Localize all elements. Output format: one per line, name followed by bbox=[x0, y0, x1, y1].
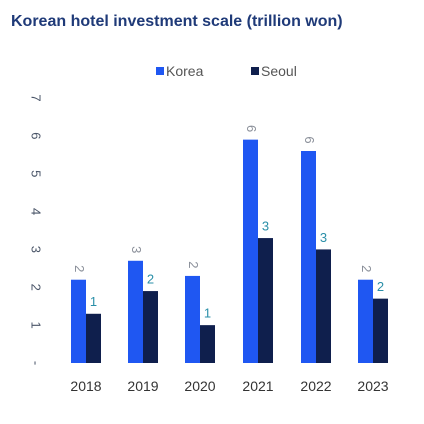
value-label-korea-2020: 2 bbox=[186, 261, 201, 268]
y-tick-label: 7 bbox=[29, 94, 44, 101]
x-tick-label-2019: 2019 bbox=[127, 378, 158, 394]
bar-korea-2021 bbox=[243, 139, 258, 363]
y-tick-label: 5 bbox=[29, 170, 44, 177]
bar-seoul-2018 bbox=[86, 313, 101, 363]
x-tick-label-2021: 2021 bbox=[242, 378, 273, 394]
bar-seoul-2019 bbox=[143, 291, 158, 363]
value-label-seoul-2020: 1 bbox=[204, 306, 211, 321]
x-tick-label-2018: 2018 bbox=[70, 378, 101, 394]
bar-korea-2018 bbox=[71, 279, 86, 363]
y-tick-label: - bbox=[29, 361, 44, 365]
x-tick-label-2020: 2020 bbox=[184, 378, 215, 394]
legend-label-korea: Korea bbox=[166, 63, 204, 79]
value-label-seoul-2019: 2 bbox=[147, 272, 154, 287]
bar-korea-2023 bbox=[358, 279, 373, 363]
y-tick-label: 2 bbox=[29, 284, 44, 291]
value-label-korea-2018: 2 bbox=[72, 265, 87, 272]
legend-swatch-seoul bbox=[251, 67, 259, 75]
value-label-seoul-2022: 3 bbox=[320, 230, 327, 245]
bar-korea-2019 bbox=[128, 260, 143, 363]
value-label-seoul-2023: 2 bbox=[377, 279, 384, 294]
bar-seoul-2021 bbox=[258, 238, 273, 363]
y-tick-label: 3 bbox=[29, 246, 44, 253]
value-label-seoul-2021: 3 bbox=[262, 219, 269, 234]
legend-label-seoul: Seoul bbox=[261, 63, 297, 79]
chart-title: Korean hotel investment scale (trillion … bbox=[11, 13, 343, 30]
value-label-seoul-2018: 1 bbox=[90, 294, 97, 309]
bar-seoul-2020 bbox=[200, 325, 215, 363]
bar-korea-2020 bbox=[185, 275, 200, 363]
value-label-korea-2023: 2 bbox=[359, 265, 374, 272]
y-tick-label: 4 bbox=[29, 208, 44, 215]
x-tick-label-2022: 2022 bbox=[300, 378, 331, 394]
bar-korea-2022 bbox=[301, 151, 316, 363]
bar-seoul-2022 bbox=[316, 249, 331, 363]
y-tick-label: 6 bbox=[29, 132, 44, 139]
bar-seoul-2023 bbox=[373, 298, 388, 363]
legend-swatch-korea bbox=[156, 67, 164, 75]
x-tick-label-2023: 2023 bbox=[357, 378, 388, 394]
value-label-korea-2021: 6 bbox=[244, 125, 259, 132]
y-tick-label: 1 bbox=[29, 322, 44, 329]
value-label-korea-2019: 3 bbox=[129, 246, 144, 253]
value-label-korea-2022: 6 bbox=[302, 136, 317, 143]
